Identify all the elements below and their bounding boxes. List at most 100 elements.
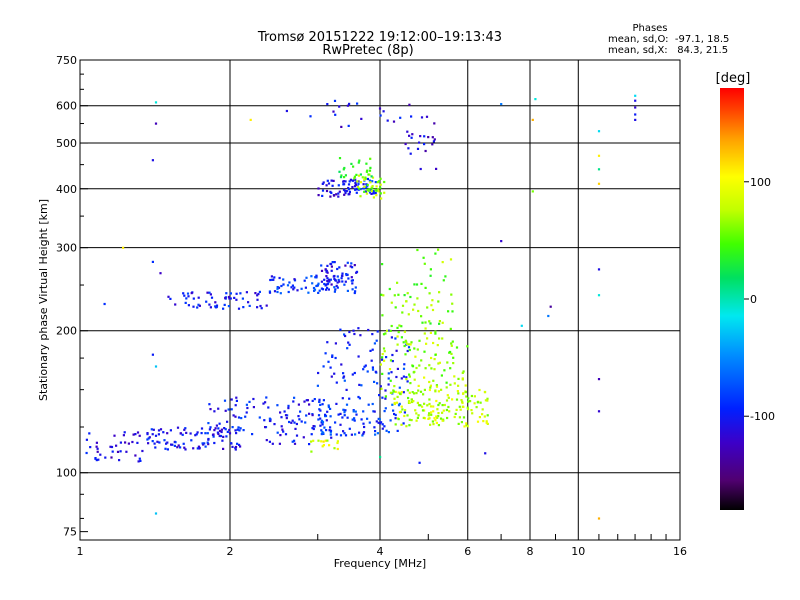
echo-point xyxy=(425,115,429,118)
echo-point xyxy=(287,404,290,407)
echo-point xyxy=(273,423,276,426)
echo-point xyxy=(379,455,382,459)
echo-point xyxy=(597,154,601,157)
echo-point xyxy=(395,349,398,352)
echo-point xyxy=(428,412,431,415)
echo-point xyxy=(430,304,433,307)
echo-point xyxy=(179,446,182,449)
echo-point xyxy=(436,408,439,411)
echo-point xyxy=(381,423,384,426)
echo-point xyxy=(239,445,242,448)
echo-point xyxy=(433,368,436,371)
echo-point xyxy=(146,438,149,441)
echo-point xyxy=(109,445,112,448)
echo-point xyxy=(404,353,407,356)
echo-point xyxy=(369,157,372,160)
y-tick-label: 500 xyxy=(56,137,77,150)
echo-point xyxy=(377,190,380,193)
echo-point xyxy=(334,421,337,424)
echo-point xyxy=(343,166,346,170)
echo-point xyxy=(344,192,347,195)
echo-point xyxy=(449,383,452,386)
echo-point xyxy=(465,395,468,398)
echo-point xyxy=(154,101,158,104)
echo-point xyxy=(395,401,398,404)
echo-point xyxy=(346,416,349,419)
echo-point xyxy=(414,409,417,412)
echo-point xyxy=(403,363,406,366)
echo-point xyxy=(375,420,378,423)
echo-point xyxy=(329,426,332,429)
echo-point xyxy=(200,432,203,435)
echo-point xyxy=(400,391,403,394)
echo-point xyxy=(182,292,185,295)
echo-point xyxy=(430,413,433,416)
echo-point xyxy=(210,296,214,299)
echo-point xyxy=(293,442,297,445)
echo-point xyxy=(381,263,384,266)
echo-point xyxy=(132,433,135,436)
echo-point xyxy=(280,416,283,419)
echo-point xyxy=(319,424,322,427)
echo-point xyxy=(348,180,351,183)
echo-point xyxy=(336,447,339,451)
colorbar-ticks: 100 0 -100 xyxy=(744,176,775,423)
echo-point xyxy=(313,398,316,401)
echo-point xyxy=(434,332,437,335)
echo-point xyxy=(437,248,440,251)
echo-point xyxy=(391,360,394,363)
echo-point xyxy=(402,367,406,370)
echo-point xyxy=(231,426,234,429)
echo-point xyxy=(336,441,339,445)
echo-point xyxy=(338,170,341,173)
echo-point xyxy=(343,333,346,336)
echo-point xyxy=(430,411,433,414)
plot-frame xyxy=(79,59,681,541)
echo-point xyxy=(418,461,421,464)
echo-point xyxy=(317,371,320,375)
echo-point xyxy=(434,390,437,393)
echo-point xyxy=(213,441,216,445)
echo-point xyxy=(393,402,396,406)
echo-point xyxy=(357,327,360,330)
echo-point xyxy=(153,442,156,445)
echo-point xyxy=(169,297,172,300)
echo-point xyxy=(452,362,455,365)
echo-point xyxy=(347,341,350,344)
echo-point xyxy=(373,410,376,413)
echo-point xyxy=(329,366,332,369)
x-tick-label: 8 xyxy=(527,545,534,558)
echo-point xyxy=(311,282,314,285)
echo-point xyxy=(486,414,489,417)
echo-point xyxy=(381,372,384,375)
echo-point xyxy=(359,195,362,198)
echo-point xyxy=(252,406,255,409)
echo-point xyxy=(435,421,438,424)
echo-point xyxy=(370,192,373,195)
echo-point xyxy=(417,414,420,417)
echo-point xyxy=(307,291,310,294)
echo-point xyxy=(268,440,271,443)
echo-point xyxy=(204,432,207,435)
echo-point xyxy=(531,190,534,193)
echo-point xyxy=(268,291,272,294)
echo-point xyxy=(312,427,315,431)
echo-point xyxy=(369,166,372,169)
echo-point xyxy=(186,292,190,295)
echo-point xyxy=(229,292,232,295)
echo-point xyxy=(470,409,473,412)
echo-point xyxy=(389,391,392,394)
x-tick-label: 2 xyxy=(227,545,234,558)
echo-point xyxy=(327,282,330,285)
echo-point xyxy=(457,377,460,380)
echo-point xyxy=(151,353,154,356)
echo-point xyxy=(441,337,444,340)
echo-point xyxy=(177,444,180,447)
echo-point xyxy=(438,402,441,405)
echo-point xyxy=(321,189,325,192)
echo-point xyxy=(428,398,431,401)
echo-point xyxy=(176,426,180,429)
echo-point xyxy=(349,265,352,268)
echo-point xyxy=(394,337,397,340)
echo-point xyxy=(424,367,427,370)
